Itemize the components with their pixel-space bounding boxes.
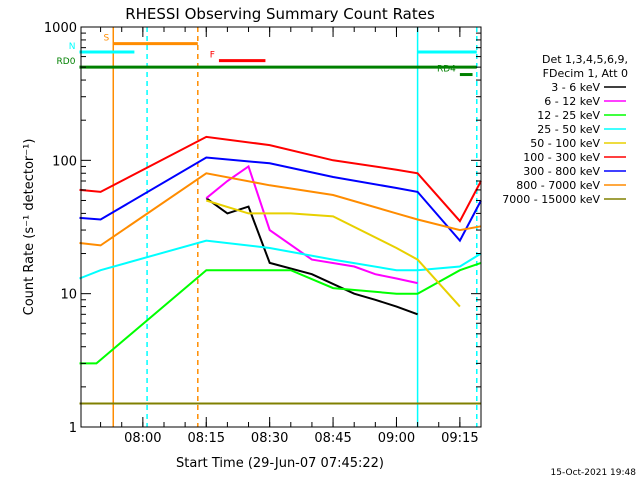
series-lines <box>79 135 482 405</box>
x-tick-label: 08:30 <box>251 431 288 446</box>
x-tick-label: 08:00 <box>124 431 161 446</box>
legend-title: FDecim 1, Att 0 <box>543 67 628 80</box>
annotation-label: RD0 <box>57 57 76 67</box>
chart-title: RHESSI Observing Summary Count Rates <box>125 5 435 23</box>
series-line <box>205 197 418 316</box>
legend-label: 25 - 50 keV <box>537 123 600 136</box>
legend-label: 3 - 6 keV <box>551 81 600 94</box>
series-line <box>206 199 461 308</box>
legend-label: 300 - 800 keV <box>523 165 600 178</box>
x-tick-label: 09:00 <box>378 431 415 446</box>
series-line <box>79 135 482 223</box>
y-tick-label: 10 <box>60 288 77 303</box>
y-axis-label: Count Rate (s⁻¹ detector⁻¹) <box>22 139 37 316</box>
legend-label: 12 - 25 keV <box>537 109 600 122</box>
plot-frame <box>80 26 482 428</box>
vertical-markers <box>112 27 478 427</box>
annotation-label: F <box>210 51 215 61</box>
x-axis-label: Start Time (29-Jun-07 07:45:22) <box>176 456 384 471</box>
y-tick-label: 100 <box>52 154 77 169</box>
x-tick-label: 08:15 <box>188 431 225 446</box>
legend-label: 100 - 300 keV <box>523 151 600 164</box>
x-tick-label: 08:45 <box>314 431 351 446</box>
series-line <box>205 164 418 285</box>
series-line <box>79 172 482 247</box>
y-axis: 1 10 100 1000 <box>44 21 481 436</box>
legend-title: Det 1,3,4,5,6,9, <box>542 53 628 66</box>
legend-label: 800 - 7000 keV <box>516 179 600 192</box>
time-annotation-bars: S N F RD0 RD4 <box>57 34 477 77</box>
y-tick-label: 1 <box>69 421 77 436</box>
y-tick-label: 1000 <box>44 21 77 36</box>
series-line <box>79 156 482 243</box>
footer-date: 15-Oct-2021 19:48 <box>551 468 637 478</box>
x-axis: 08:00 08:15 08:30 08:45 09:00 09:15 <box>100 27 482 446</box>
legend-label: 7000 - 15000 keV <box>502 193 600 206</box>
series-line <box>79 239 482 280</box>
x-tick-label: 09:15 <box>441 431 478 446</box>
series-line <box>79 261 482 365</box>
legend: Det 1,3,4,5,6,9,FDecim 1, Att 03 - 6 keV… <box>502 53 628 206</box>
annotation-label: N <box>69 42 76 52</box>
annotation-label: RD4 <box>437 65 456 75</box>
legend-label: 50 - 100 keV <box>530 137 600 150</box>
annotation-label: S <box>104 34 110 44</box>
legend-label: 6 - 12 keV <box>544 95 600 108</box>
